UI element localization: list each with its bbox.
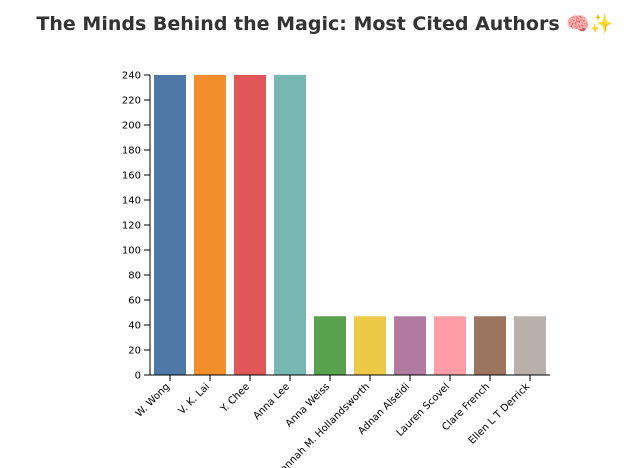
y-tick-label: 160 xyxy=(122,171,141,182)
x-tick-label: Anna Lee xyxy=(251,381,292,422)
bar-1 xyxy=(194,75,226,375)
x-tick-label: V. K. Lai xyxy=(177,381,213,417)
y-tick-label: 60 xyxy=(128,296,141,307)
y-axis: 0 20 40 60 80 100 120 140 160 180 200 220 240 xyxy=(122,71,151,382)
bar-4 xyxy=(314,316,346,375)
bar-0 xyxy=(154,75,186,375)
y-tick-label: 0 xyxy=(135,371,141,382)
y-tick-label: 220 xyxy=(122,96,141,107)
bar-6 xyxy=(394,316,426,375)
y-tick-label: 240 xyxy=(122,71,141,82)
y-tick-label: 180 xyxy=(122,146,141,157)
bar-7 xyxy=(434,316,466,375)
y-tick-label: 100 xyxy=(122,246,141,257)
bar-9 xyxy=(514,316,546,375)
y-tick-label: 20 xyxy=(128,346,141,357)
x-tick-label: Y. Chee xyxy=(218,381,252,415)
y-tick-label: 40 xyxy=(128,321,141,332)
y-tick-label: 80 xyxy=(128,271,141,282)
x-tick-label: W. Wong xyxy=(134,381,172,419)
bars-group xyxy=(154,75,546,375)
y-tick-label: 120 xyxy=(122,221,141,232)
bar-8 xyxy=(474,316,506,375)
bar-5 xyxy=(354,316,386,375)
bar-3 xyxy=(274,75,306,375)
y-tick-label: 200 xyxy=(122,121,141,132)
y-tick-label: 140 xyxy=(122,196,141,207)
chart-title: The Minds Behind the Magic: Most Cited A… xyxy=(36,13,614,35)
bar-2 xyxy=(234,75,266,375)
